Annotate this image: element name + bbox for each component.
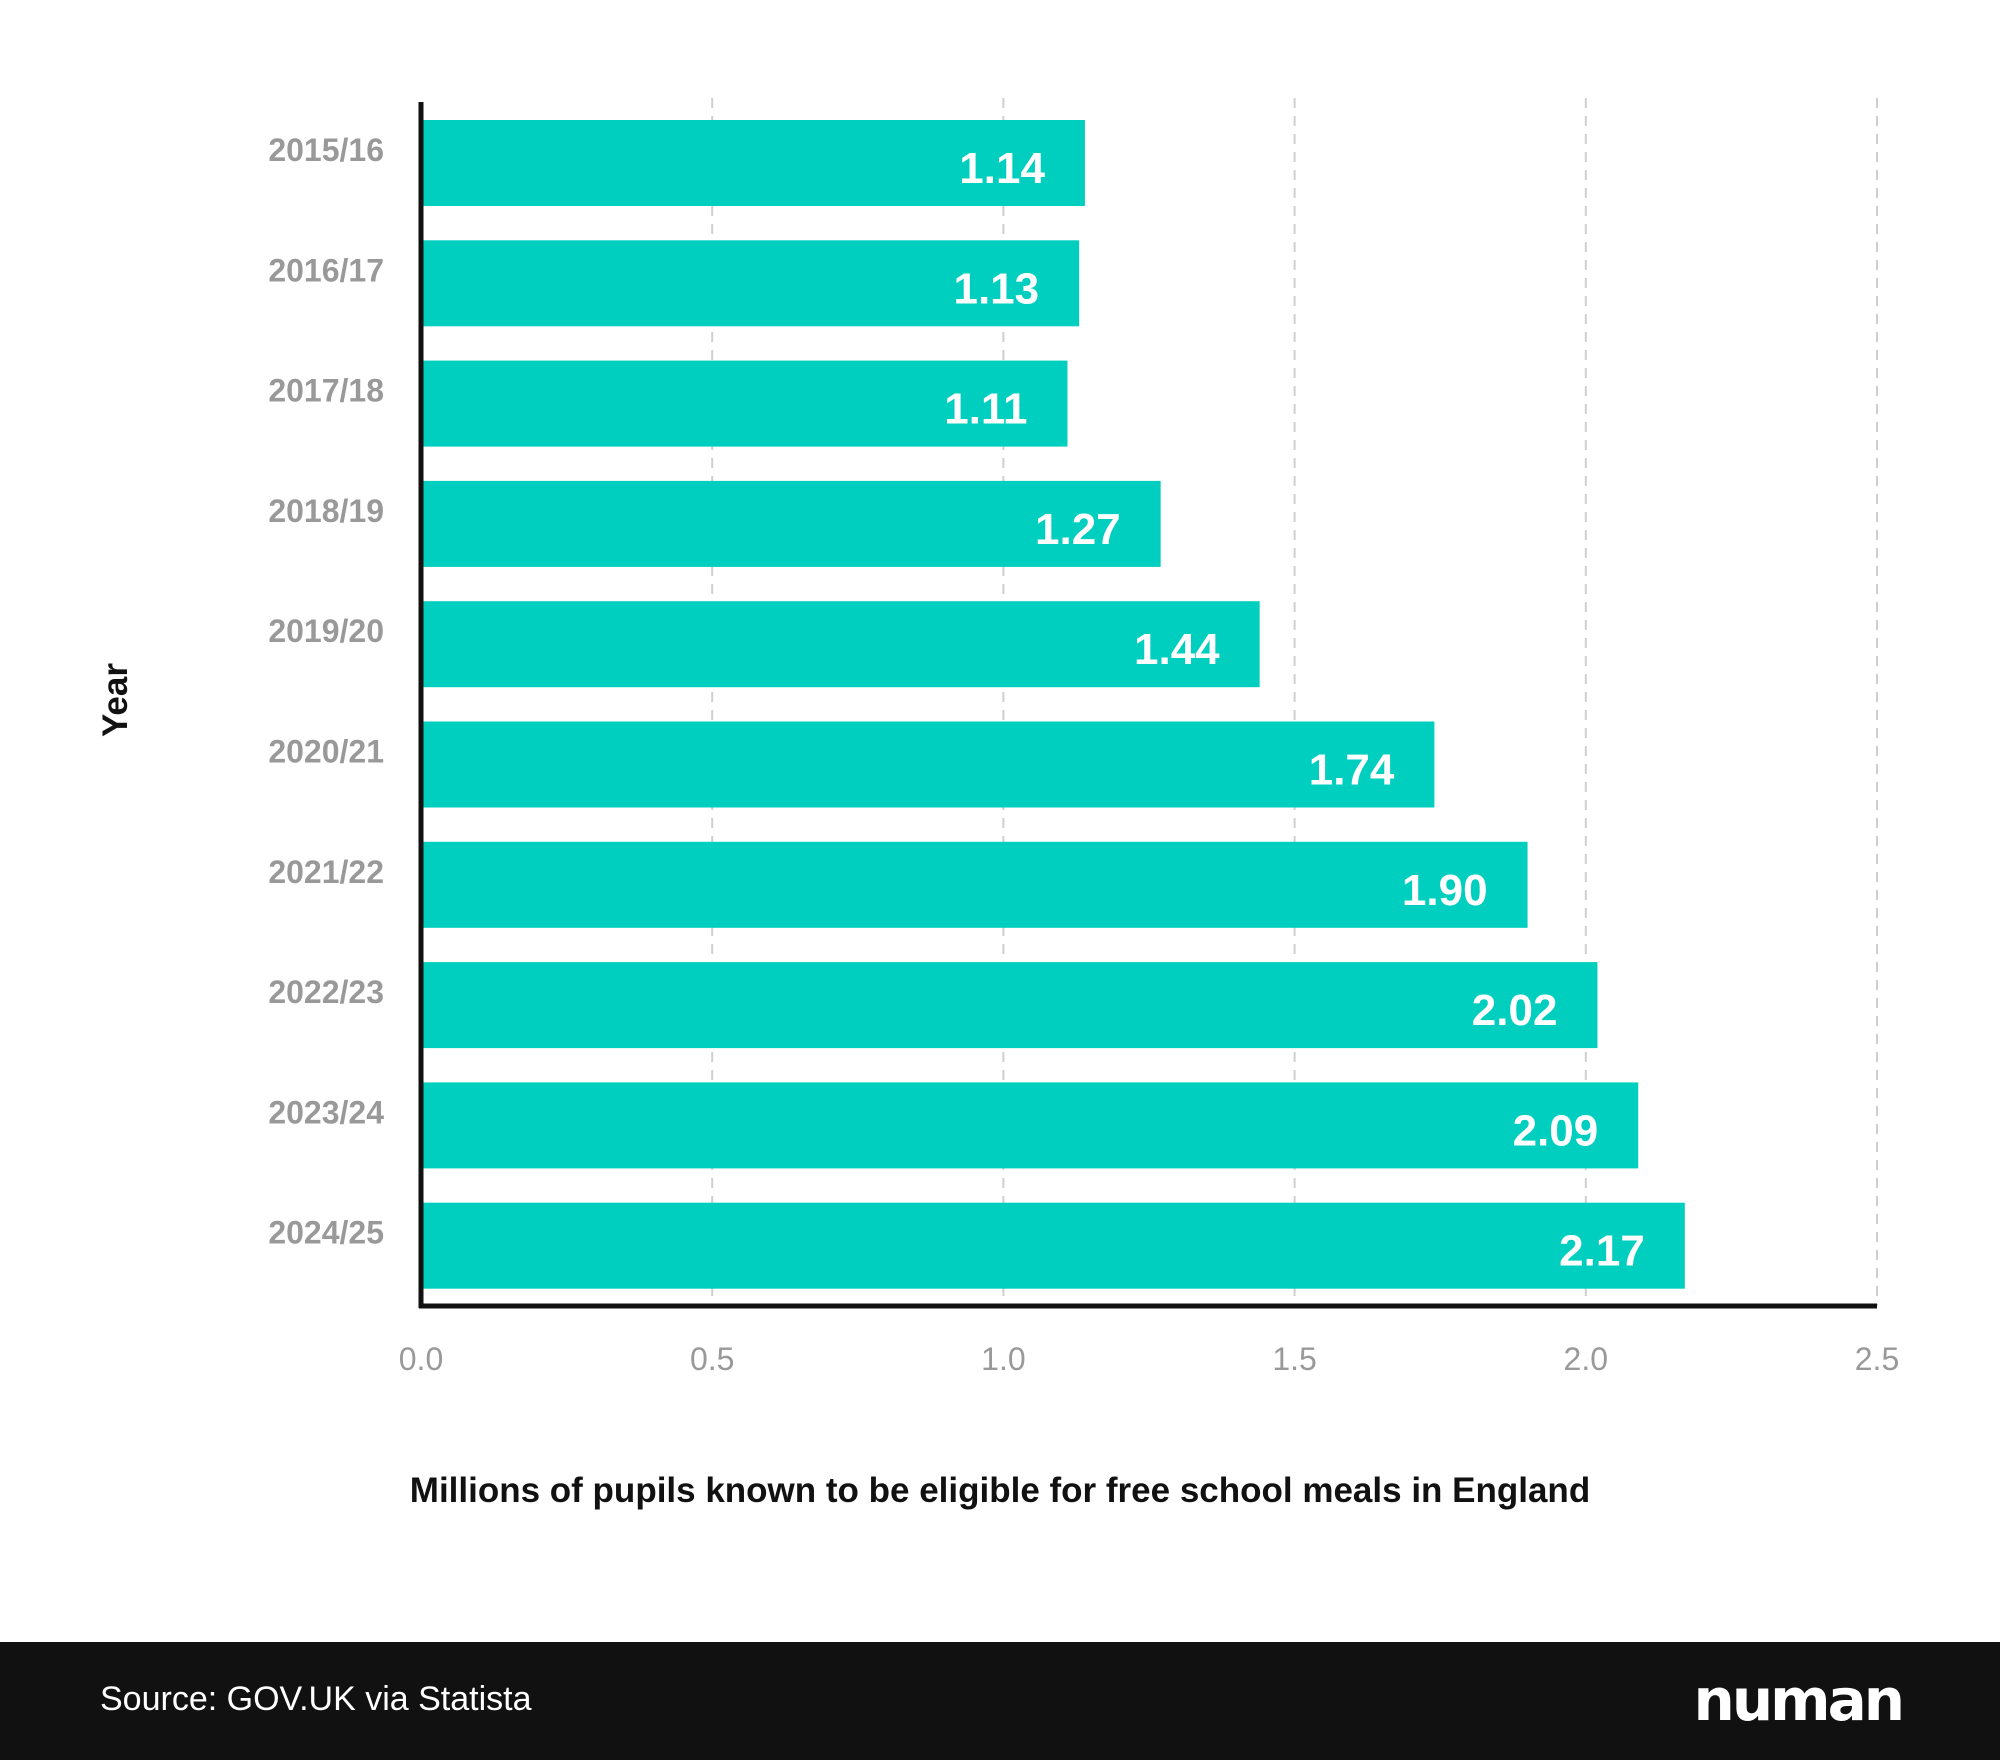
bar-value-label: 1.27 xyxy=(1035,505,1121,554)
y-axis-title: Year xyxy=(96,663,135,737)
y-tick-label: 2022/23 xyxy=(268,974,384,1010)
bar-value-label: 1.74 xyxy=(1309,746,1395,795)
y-tick-label: 2017/18 xyxy=(268,373,384,409)
bar-value-label: 1.44 xyxy=(1134,625,1220,674)
y-tick-label: 2020/21 xyxy=(268,734,384,770)
bar xyxy=(423,360,1068,447)
y-tick-label: 2015/16 xyxy=(268,132,384,168)
x-axis-title: Millions of pupils known to be eligible … xyxy=(410,1471,1590,1510)
x-tick-label: 0.5 xyxy=(690,1341,734,1377)
source-text: Source: GOV.UK via Statista xyxy=(100,1680,532,1718)
bar-value-label: 2.17 xyxy=(1559,1227,1645,1276)
bar xyxy=(423,841,1528,928)
x-tick-labels: 0.0 0.5 1.0 1.5 2.0 2.5 xyxy=(399,1341,1899,1377)
bar-value-label: 2.02 xyxy=(1472,986,1558,1035)
bar-chart: 1.14 1.13 1.11 1.27 1.44 1.74 1.90 2.02 2.09 2.17… xyxy=(96,98,1899,1510)
y-tick-label: 2024/25 xyxy=(268,1215,384,1251)
numan-logo: numan xyxy=(1693,1666,1905,1734)
bar xyxy=(423,240,1080,327)
x-tick-label: 1.5 xyxy=(1272,1341,1316,1377)
bar-value-label: 1.13 xyxy=(953,264,1039,313)
x-tick-label: 0.0 xyxy=(399,1341,443,1377)
x-tick-label: 2.0 xyxy=(1564,1341,1608,1377)
bar-value-label: 1.14 xyxy=(959,144,1045,193)
bar xyxy=(423,120,1085,206)
bar-value-label: 2.09 xyxy=(1513,1106,1599,1155)
y-tick-label: 2016/17 xyxy=(268,252,384,288)
bar-value-label: 1.11 xyxy=(944,385,1027,434)
footer: Source: GOV.UK via Statista numan xyxy=(0,1642,2000,1760)
bar xyxy=(423,480,1161,567)
y-tick-label: 2018/19 xyxy=(268,493,384,529)
y-tick-labels: 2015/16 2016/17 2017/18 2018/19 2019/20 2020/… xyxy=(268,132,384,1251)
bar xyxy=(423,601,1260,688)
bar-value-label: 1.90 xyxy=(1402,866,1488,915)
y-tick-label: 2023/24 xyxy=(268,1094,384,1130)
y-tick-label: 2019/20 xyxy=(268,613,384,649)
bar xyxy=(423,721,1435,808)
x-tick-label: 2.5 xyxy=(1855,1341,1899,1377)
y-tick-label: 2021/22 xyxy=(268,854,384,890)
bar xyxy=(423,962,1598,1049)
bars: 1.14 1.13 1.11 1.27 1.44 1.74 1.90 2.02 2.09 2.17 xyxy=(423,120,1685,1289)
x-tick-label: 1.0 xyxy=(981,1341,1025,1377)
bar xyxy=(423,1082,1639,1169)
bar xyxy=(423,1202,1685,1289)
